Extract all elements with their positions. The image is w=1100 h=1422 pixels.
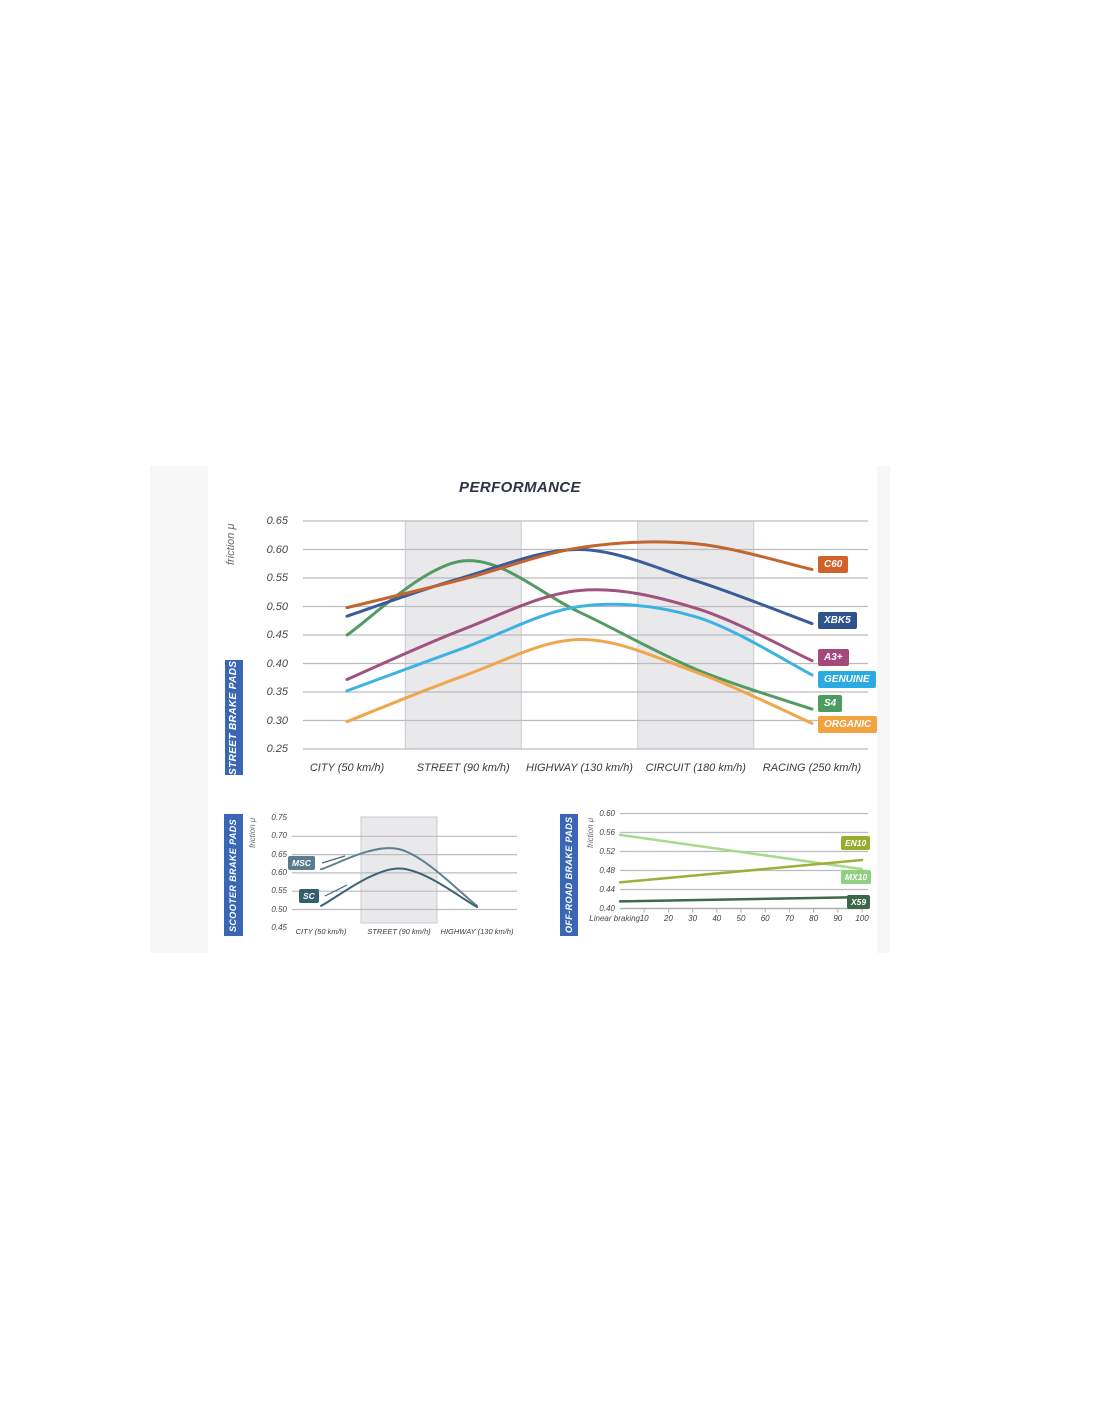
chart-scooter-y-tick-label: 0.50 xyxy=(271,904,287,914)
chart-offroad-y-tick-label: 0.60 xyxy=(599,808,615,818)
chart-street-y-tick-label: 0.45 xyxy=(266,629,288,641)
chart-street-category-label: CIRCUIT (180 km/h) xyxy=(645,762,746,774)
sc-legend-label: SC xyxy=(299,889,319,903)
chart-street-category-label: HIGHWAY (130 km/h) xyxy=(526,762,633,774)
chart-offroad-x-tick-label: 30 xyxy=(688,914,698,923)
chart-offroad-x-tick-label: 80 xyxy=(809,914,819,923)
genuine-series-line xyxy=(345,602,814,693)
sc-series-line xyxy=(320,867,478,908)
chart-scooter-legend-connector xyxy=(324,884,348,897)
c60-series-line xyxy=(345,540,814,610)
en10-legend-label: EN10 xyxy=(841,836,871,850)
chart-scooter-y-tick-label: 0.60 xyxy=(271,867,287,877)
chart-street-y-tick-label: 0.35 xyxy=(266,686,288,698)
chart-street-sidebar-label: STREET BRAKE PADS xyxy=(225,660,243,775)
chart-street-category-label: CITY (50 km/h) xyxy=(309,762,385,774)
organic-legend-label: ORGANIC xyxy=(818,716,878,733)
en10-series-line xyxy=(618,858,864,884)
s4-legend-label: S4 xyxy=(818,695,843,712)
chart-street-y-tick-label: 0.40 xyxy=(266,657,288,670)
chart-offroad-y-tick-label: 0.48 xyxy=(599,865,615,875)
chart-scooter-y-tick-label: 0.65 xyxy=(271,849,287,859)
chart-offroad-x-tick-label: 50 xyxy=(736,914,746,923)
chart-scooter-y-tick-label: 0.45 xyxy=(271,922,287,932)
chart-offroad-y-tick-label: 0.40 xyxy=(599,903,615,913)
msc-legend-label: MSC xyxy=(288,856,315,870)
chart-street-category-label: STREET (90 km/h) xyxy=(416,762,510,774)
chart-street-y-tick-label: 0.30 xyxy=(266,714,288,727)
c60-legend-label: C60 xyxy=(818,556,849,573)
page-title: PERFORMANCE xyxy=(459,479,581,496)
chart-offroad-x-tick-label: 60 xyxy=(760,914,770,923)
x59-legend-label: X59 xyxy=(847,895,871,909)
chart-offroad-x-axis-label: Linear braking xyxy=(589,914,640,923)
chart-offroad-x-tick-label: 70 xyxy=(784,914,794,923)
chart-offroad-x-tick-label: 90 xyxy=(833,914,843,923)
chart-scooter-legend-connector xyxy=(321,855,346,864)
s4-series-line xyxy=(345,559,814,711)
x59-series-line xyxy=(618,895,864,903)
organic-series-line xyxy=(345,638,814,725)
chart-street-y-tick-label: 0.25 xyxy=(266,743,288,755)
chart-scooter-category-label: HIGHWAY (130 km/h) xyxy=(440,927,514,936)
chart-offroad-y-tick-label: 0.44 xyxy=(599,884,615,894)
chart-scooter-category-label: CITY (50 km/h) xyxy=(295,927,347,936)
chart-street-y-tick-label: 0.65 xyxy=(266,515,288,527)
mx10-legend-label: MX10 xyxy=(841,870,872,884)
msc-series-line xyxy=(320,847,478,907)
chart-street-y-tick-label: 0.60 xyxy=(266,543,288,556)
chart-scooter-highlight-band xyxy=(360,816,438,924)
chart-offroad-x-tick-label: 40 xyxy=(712,914,722,923)
chart-scooter-y-tick-label: 0.75 xyxy=(271,813,287,822)
a3-legend-label: A3+ xyxy=(818,649,849,666)
chart-scooter-sidebar-label: SCOOTER BRAKE PADS xyxy=(224,814,243,936)
chart-offroad-y-tick-label: 0.52 xyxy=(599,846,615,856)
left-gray-strip xyxy=(150,466,208,953)
chart-street-y-axis-label: friction μ xyxy=(225,523,237,565)
chart-offroad-x-tick-label: 20 xyxy=(663,914,673,923)
chart-street-y-tick-label: 0.55 xyxy=(266,572,288,584)
chart-scooter-y-tick-label: 0.70 xyxy=(271,831,287,841)
a3-series-line xyxy=(345,588,814,681)
chart-offroad-x-tick-label: 100 xyxy=(855,914,869,923)
chart-offroad-y-tick-label: 0.56 xyxy=(599,827,615,837)
chart-scooter-category-label: STREET (90 km/h) xyxy=(367,927,431,936)
chart-street-y-tick-label: 0.50 xyxy=(266,600,288,613)
chart-offroad-x-tick-label: 10 xyxy=(639,914,649,923)
right-gray-strip xyxy=(877,466,890,953)
chart-street-category-label: RACING (250 km/h) xyxy=(762,762,862,774)
xbk5-legend-label: XBK5 xyxy=(818,612,857,629)
genuine-legend-label: GENUINE xyxy=(818,671,876,688)
chart-scooter-y-tick-label: 0.55 xyxy=(271,886,287,896)
